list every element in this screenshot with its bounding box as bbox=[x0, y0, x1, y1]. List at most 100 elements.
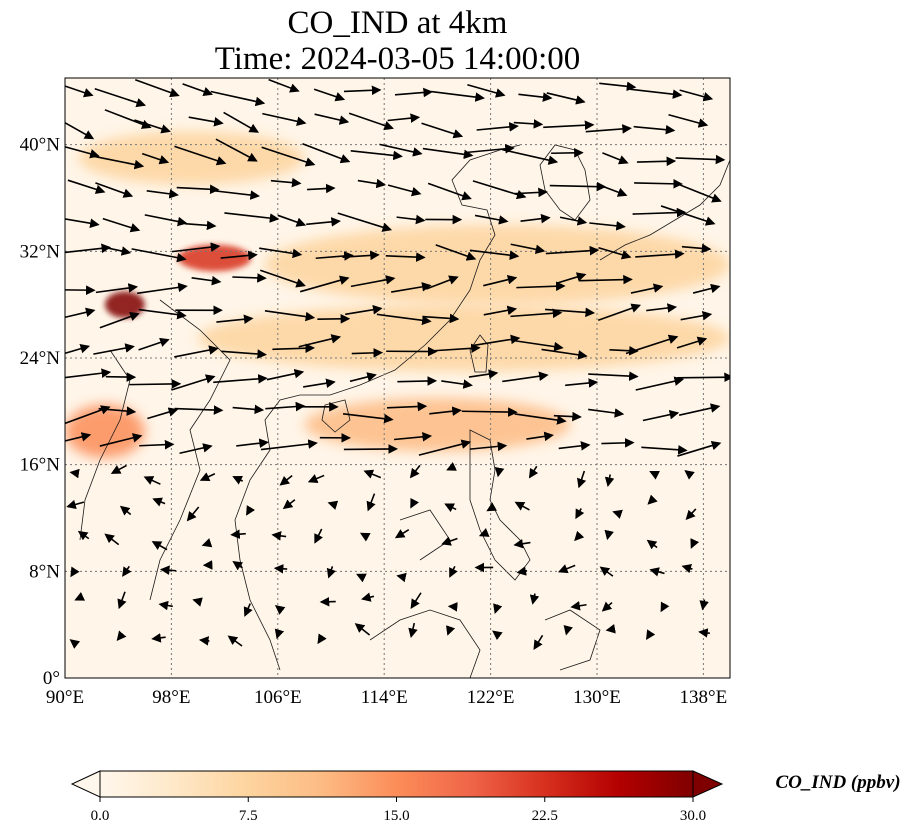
wind-arrow bbox=[350, 149, 403, 161]
wind-arrow bbox=[104, 533, 120, 546]
wind-arrow bbox=[192, 597, 203, 607]
wind-arrow bbox=[386, 401, 428, 412]
wind-arrow bbox=[465, 143, 515, 154]
wind-arrow bbox=[314, 113, 350, 125]
wind-arrow bbox=[129, 379, 182, 389]
wind-arrow bbox=[518, 92, 553, 102]
wind-arrow bbox=[65, 432, 92, 442]
wind-arrow bbox=[528, 465, 539, 479]
wind-arrow bbox=[692, 283, 721, 294]
wind-arrow bbox=[199, 472, 216, 482]
wind-arrow bbox=[232, 475, 244, 485]
wind-arrow bbox=[65, 85, 94, 98]
wind-arrow bbox=[298, 334, 342, 348]
wind-arrow bbox=[174, 405, 224, 415]
lon-tick-labels: 90°E 98°E 106°E 114°E 122°E 130°E 138°E bbox=[46, 687, 727, 708]
wind-arrow bbox=[543, 120, 595, 130]
wind-arrow bbox=[433, 343, 481, 354]
wind-arrow bbox=[354, 623, 371, 636]
wind-arrow bbox=[343, 444, 399, 454]
wind-arrow bbox=[182, 83, 214, 97]
wind-arrow bbox=[357, 178, 387, 189]
wind-arrow bbox=[66, 499, 85, 510]
chart-title-line1: CO_IND at 4km bbox=[287, 5, 508, 41]
wind-arrow bbox=[317, 633, 327, 645]
wind-arrow bbox=[469, 249, 520, 260]
wind-arrow bbox=[514, 501, 530, 511]
lon-tick-label: 122°E bbox=[467, 687, 515, 708]
colorbar-tick-label: 22.5 bbox=[532, 808, 558, 824]
wind-arrow bbox=[474, 214, 509, 225]
wind-arrow bbox=[397, 376, 438, 386]
lon-tick-label: 98°E bbox=[152, 687, 190, 708]
wind-arrow bbox=[210, 189, 260, 200]
wind-arrow bbox=[213, 374, 268, 384]
wind-arrow bbox=[633, 124, 676, 135]
wind-arrow bbox=[478, 528, 490, 537]
colorbar-extend-low bbox=[70, 770, 101, 798]
wind-arrow bbox=[227, 635, 243, 647]
wind-arrow bbox=[678, 403, 721, 416]
wind-arrow bbox=[551, 148, 584, 158]
wind-arrow bbox=[541, 348, 588, 360]
wind-arrow bbox=[69, 639, 81, 649]
wind-arrow bbox=[65, 344, 91, 355]
wind-arrow bbox=[422, 313, 460, 324]
wind-arrow bbox=[348, 112, 394, 131]
wind-arrow bbox=[232, 561, 244, 571]
wind-arrow bbox=[223, 111, 260, 133]
wind-arrow bbox=[116, 630, 127, 642]
wind-arrow bbox=[515, 340, 564, 352]
wind-arrow bbox=[408, 622, 418, 639]
wind-arrow bbox=[574, 530, 585, 542]
wind-arrow bbox=[425, 275, 459, 290]
wind-arrow bbox=[143, 476, 161, 485]
wind-arrow bbox=[545, 307, 596, 318]
wind-arrow bbox=[677, 372, 730, 383]
wind-arrow bbox=[410, 592, 422, 609]
wind-arrow bbox=[513, 538, 531, 549]
wind-arrow bbox=[299, 275, 350, 293]
wind-arrow bbox=[186, 506, 200, 522]
wind-arrow bbox=[307, 183, 336, 194]
concentration-plume bbox=[65, 404, 145, 459]
colorbar-tick-label: 7.5 bbox=[239, 808, 258, 824]
lat-tick-label: 0° bbox=[43, 668, 60, 689]
wind-arrow bbox=[493, 603, 503, 614]
wind-arrow bbox=[102, 246, 132, 256]
wind-arrow bbox=[646, 629, 656, 641]
wind-arrow bbox=[95, 283, 139, 294]
colorbar-extend-high bbox=[692, 770, 724, 798]
wind-arrow bbox=[612, 509, 623, 519]
wind-arrow bbox=[327, 500, 339, 510]
wind-arrow bbox=[261, 146, 316, 167]
wind-arrow bbox=[546, 92, 586, 105]
wind-arrow bbox=[676, 336, 708, 349]
map-panel bbox=[65, 78, 730, 678]
wind-arrow bbox=[394, 87, 434, 98]
wind-arrow bbox=[422, 147, 474, 160]
wind-arrow bbox=[351, 348, 384, 358]
lon-tick-label: 138°E bbox=[680, 687, 728, 708]
wind-arrow bbox=[431, 90, 485, 102]
wind-arrow bbox=[483, 274, 518, 287]
wind-arrow bbox=[533, 634, 544, 650]
wind-arrow bbox=[579, 274, 633, 285]
wind-arrow bbox=[636, 156, 677, 167]
wind-arrow bbox=[232, 404, 265, 415]
wind-arrow bbox=[421, 122, 464, 139]
wind-arrow bbox=[418, 439, 472, 456]
wind-arrow bbox=[65, 307, 96, 319]
concentration-plume bbox=[178, 244, 252, 272]
wind-arrow bbox=[376, 313, 432, 326]
wind-vectors bbox=[65, 78, 730, 650]
wind-arrow bbox=[467, 84, 506, 98]
wind-arrow bbox=[676, 182, 722, 203]
wind-arrow bbox=[282, 499, 296, 510]
wind-arrow bbox=[70, 566, 80, 578]
wind-arrow bbox=[144, 214, 188, 227]
lat-tick-label: 40°N bbox=[20, 135, 61, 156]
wind-arrow bbox=[597, 303, 642, 321]
wind-arrow bbox=[526, 431, 554, 442]
colorbar-label: CO_IND (ppbv) bbox=[775, 772, 900, 793]
